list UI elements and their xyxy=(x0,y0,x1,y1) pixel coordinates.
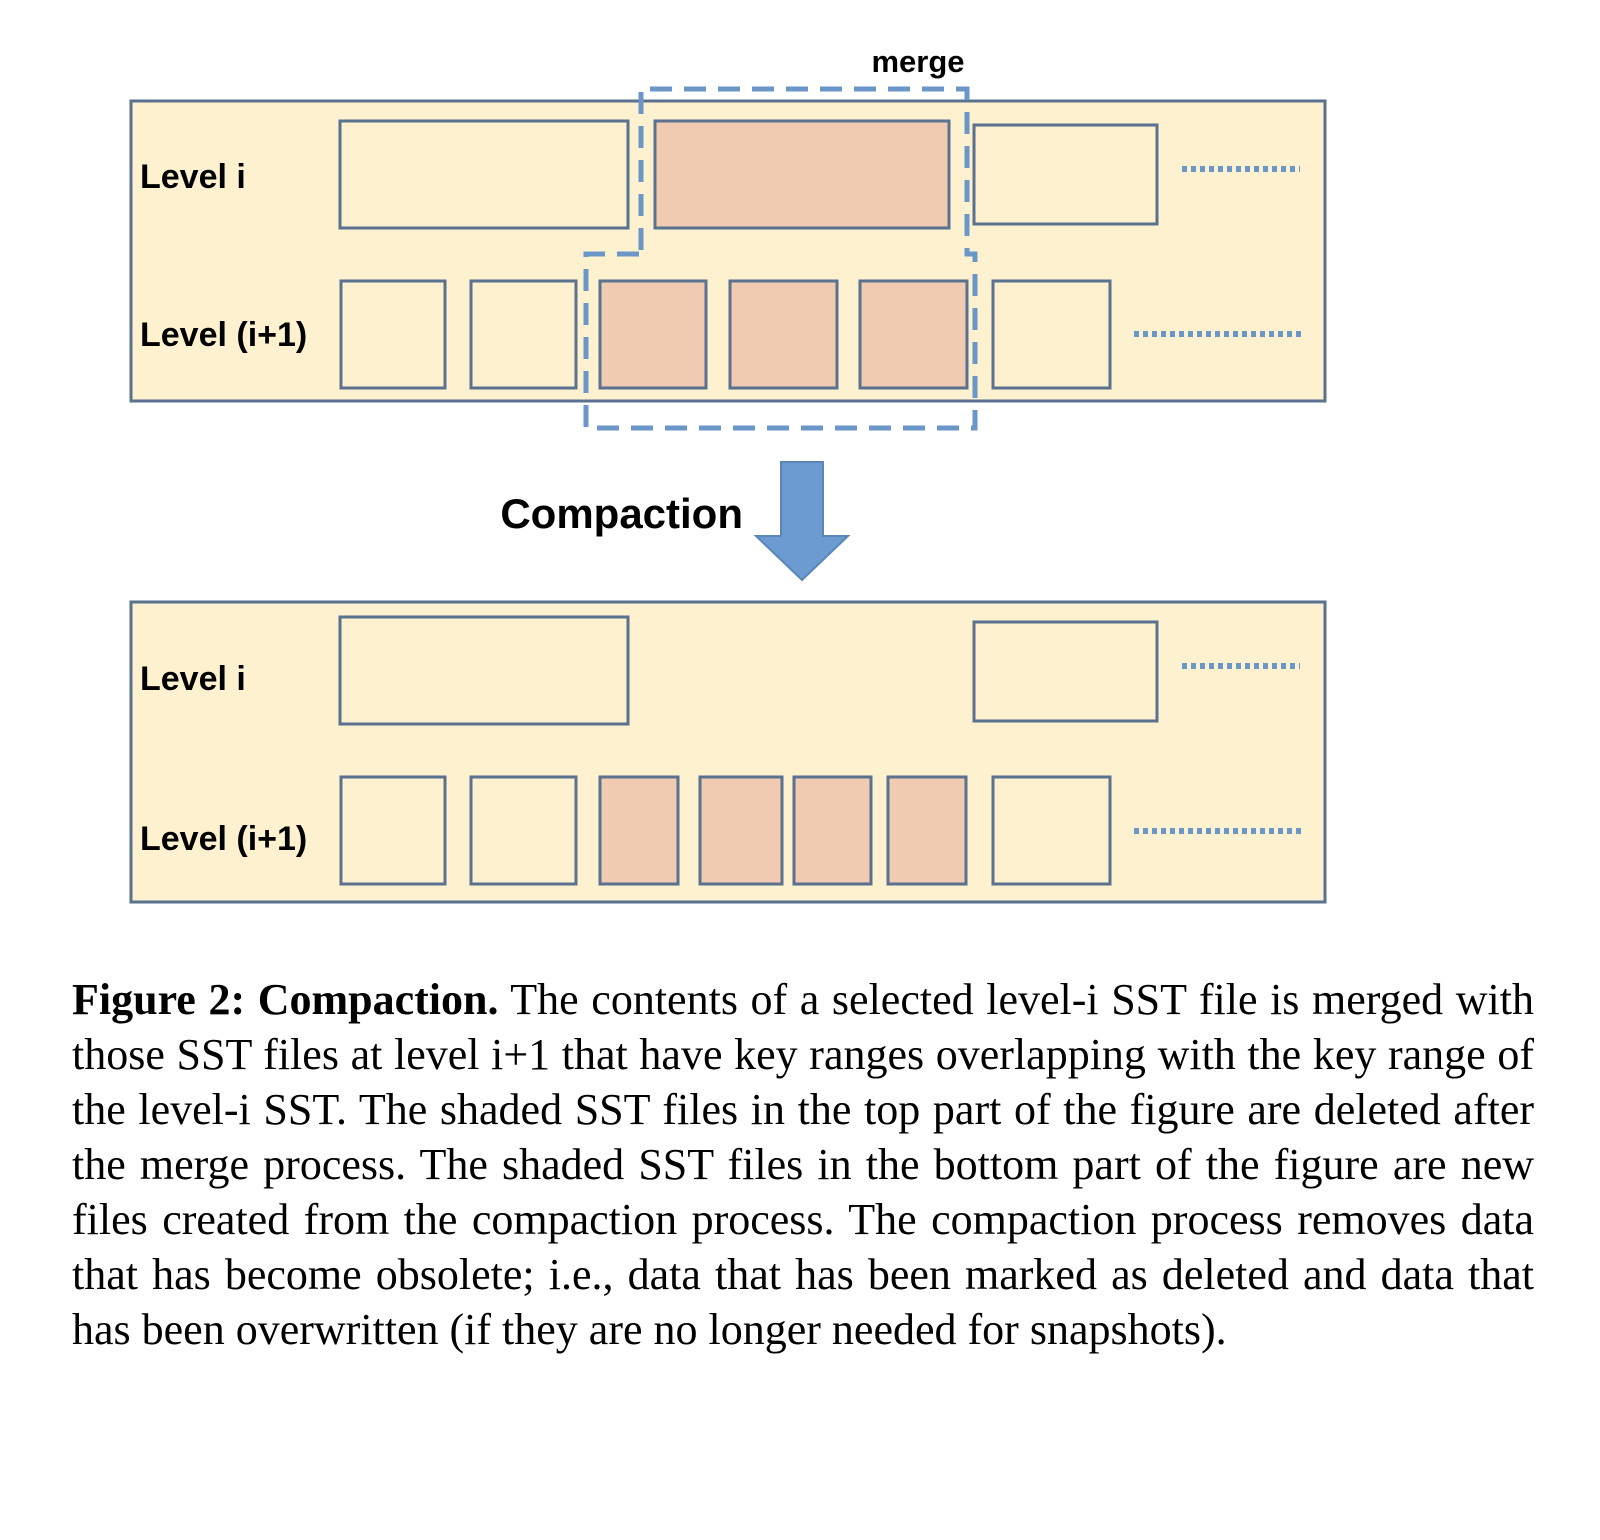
after-level-i-label: Level i xyxy=(140,660,246,698)
sst-file-new xyxy=(886,775,968,886)
caption-text: The contents of a selected level-i SST f… xyxy=(72,975,1534,1354)
merge-label: merge xyxy=(871,44,964,79)
sst-file xyxy=(339,279,447,390)
before-panel: Level i Level (i+1) merge xyxy=(129,44,1327,431)
after-level-i1-label: Level (i+1) xyxy=(140,820,307,858)
before-level-i-label: Level i xyxy=(140,158,246,196)
caption-title: Figure 2: Compaction. xyxy=(72,975,499,1024)
figure-caption: Figure 2: Compaction. The contents of a … xyxy=(72,972,1534,1357)
before-level-i1-label: Level (i+1) xyxy=(140,316,307,354)
sst-file-new xyxy=(698,775,784,886)
sst-file-new xyxy=(792,775,873,886)
diagram-canvas: Level i Level (i+1) merge Compaction xyxy=(129,44,1327,904)
sst-file xyxy=(469,775,578,886)
compaction-step: Compaction xyxy=(500,461,851,582)
compaction-diagram: Level i Level (i+1) merge Compaction xyxy=(129,44,1327,904)
down-arrow-icon xyxy=(753,461,851,582)
merge-selection-outline xyxy=(583,86,978,431)
sst-file-new xyxy=(598,775,680,886)
sst-file xyxy=(338,615,630,726)
sst-file xyxy=(972,123,1159,226)
after-panel: Level i Level (i+1) xyxy=(129,600,1327,904)
sst-file-shaded xyxy=(653,119,951,230)
sst-file xyxy=(338,119,630,230)
sst-file xyxy=(972,620,1159,723)
sst-file xyxy=(991,775,1112,886)
sst-file xyxy=(339,775,447,886)
sst-file xyxy=(469,279,578,390)
sst-file-shaded xyxy=(728,279,839,390)
sst-file xyxy=(991,279,1112,390)
compaction-label: Compaction xyxy=(500,490,743,537)
sst-file-shaded xyxy=(858,279,969,390)
sst-file-shaded xyxy=(598,279,708,390)
